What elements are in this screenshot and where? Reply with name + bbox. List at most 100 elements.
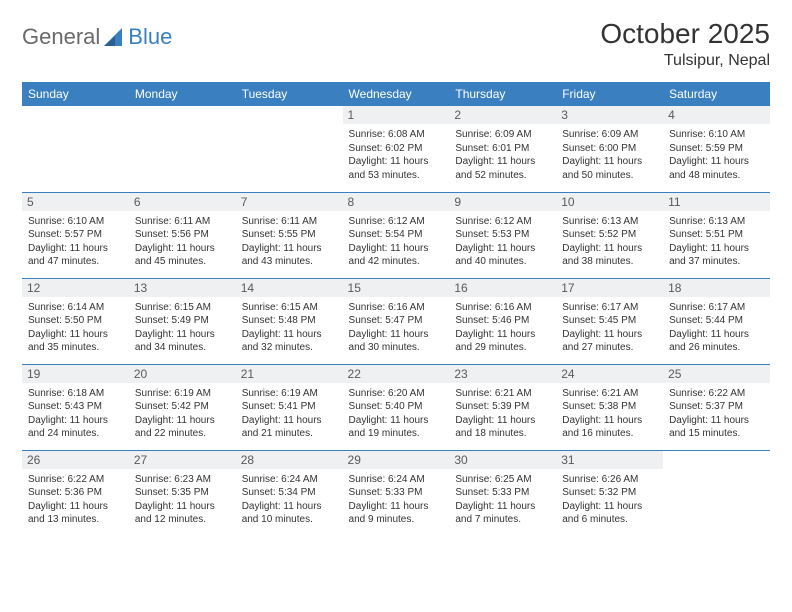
day-number: 5 bbox=[22, 193, 129, 211]
daylight-line: Daylight: 11 hours and 42 minutes. bbox=[349, 242, 444, 269]
weekday-header: Friday bbox=[556, 82, 663, 106]
sunrise-line: Sunrise: 6:14 AM bbox=[28, 301, 123, 315]
daylight-line: Daylight: 11 hours and 19 minutes. bbox=[349, 414, 444, 441]
sunrise-line: Sunrise: 6:21 AM bbox=[562, 387, 657, 401]
calendar-day-cell: 21Sunrise: 6:19 AMSunset: 5:41 PMDayligh… bbox=[236, 364, 343, 450]
sunset-line: Sunset: 5:44 PM bbox=[669, 314, 764, 328]
day-number: 24 bbox=[556, 365, 663, 383]
sunrise-line: Sunrise: 6:13 AM bbox=[669, 215, 764, 229]
page-header: General Blue October 2025 Tulsipur, Nepa… bbox=[22, 18, 770, 70]
sunrise-line: Sunrise: 6:16 AM bbox=[349, 301, 444, 315]
day-number: 26 bbox=[22, 451, 129, 469]
sunrise-line: Sunrise: 6:15 AM bbox=[135, 301, 230, 315]
day-number: 23 bbox=[449, 365, 556, 383]
weekday-header: Sunday bbox=[22, 82, 129, 106]
day-number: 15 bbox=[343, 279, 450, 297]
sunset-line: Sunset: 5:32 PM bbox=[562, 486, 657, 500]
day-number: 13 bbox=[129, 279, 236, 297]
sunrise-line: Sunrise: 6:12 AM bbox=[455, 215, 550, 229]
sunrise-line: Sunrise: 6:11 AM bbox=[242, 215, 337, 229]
calendar-day-cell: 2Sunrise: 6:09 AMSunset: 6:01 PMDaylight… bbox=[449, 106, 556, 192]
sunset-line: Sunset: 5:49 PM bbox=[135, 314, 230, 328]
daylight-line: Daylight: 11 hours and 7 minutes. bbox=[455, 500, 550, 527]
sunset-line: Sunset: 5:35 PM bbox=[135, 486, 230, 500]
day-number: 21 bbox=[236, 365, 343, 383]
daylight-line: Daylight: 11 hours and 32 minutes. bbox=[242, 328, 337, 355]
sunrise-line: Sunrise: 6:19 AM bbox=[242, 387, 337, 401]
daylight-line: Daylight: 11 hours and 38 minutes. bbox=[562, 242, 657, 269]
calendar-week-row: 1Sunrise: 6:08 AMSunset: 6:02 PMDaylight… bbox=[22, 106, 770, 192]
sunrise-line: Sunrise: 6:12 AM bbox=[349, 215, 444, 229]
daylight-line: Daylight: 11 hours and 40 minutes. bbox=[455, 242, 550, 269]
sunset-line: Sunset: 5:57 PM bbox=[28, 228, 123, 242]
sunrise-line: Sunrise: 6:24 AM bbox=[242, 473, 337, 487]
daylight-line: Daylight: 11 hours and 21 minutes. bbox=[242, 414, 337, 441]
calendar-day-cell: 1Sunrise: 6:08 AMSunset: 6:02 PMDaylight… bbox=[343, 106, 450, 192]
brand-text-blue: Blue bbox=[128, 24, 172, 50]
calendar-day-cell: 28Sunrise: 6:24 AMSunset: 5:34 PMDayligh… bbox=[236, 450, 343, 536]
day-number: 1 bbox=[343, 106, 450, 124]
daylight-line: Daylight: 11 hours and 48 minutes. bbox=[669, 155, 764, 182]
daylight-line: Daylight: 11 hours and 52 minutes. bbox=[455, 155, 550, 182]
calendar-day-cell: 7Sunrise: 6:11 AMSunset: 5:55 PMDaylight… bbox=[236, 192, 343, 278]
brand-logo: General Blue bbox=[22, 18, 172, 50]
calendar-day-cell: 22Sunrise: 6:20 AMSunset: 5:40 PMDayligh… bbox=[343, 364, 450, 450]
daylight-line: Daylight: 11 hours and 37 minutes. bbox=[669, 242, 764, 269]
sunrise-line: Sunrise: 6:23 AM bbox=[135, 473, 230, 487]
day-number: 9 bbox=[449, 193, 556, 211]
day-number: 20 bbox=[129, 365, 236, 383]
day-number: 11 bbox=[663, 193, 770, 211]
sunrise-line: Sunrise: 6:16 AM bbox=[455, 301, 550, 315]
month-year-title: October 2025 bbox=[600, 18, 770, 50]
calendar-day-cell: 9Sunrise: 6:12 AMSunset: 5:53 PMDaylight… bbox=[449, 192, 556, 278]
daylight-line: Daylight: 11 hours and 18 minutes. bbox=[455, 414, 550, 441]
sunrise-line: Sunrise: 6:10 AM bbox=[28, 215, 123, 229]
sunrise-line: Sunrise: 6:20 AM bbox=[349, 387, 444, 401]
calendar-day-cell: 4Sunrise: 6:10 AMSunset: 5:59 PMDaylight… bbox=[663, 106, 770, 192]
calendar-day-cell bbox=[663, 450, 770, 536]
sunset-line: Sunset: 5:38 PM bbox=[562, 400, 657, 414]
calendar-page: General Blue October 2025 Tulsipur, Nepa… bbox=[0, 0, 792, 554]
sunrise-line: Sunrise: 6:19 AM bbox=[135, 387, 230, 401]
daylight-line: Daylight: 11 hours and 13 minutes. bbox=[28, 500, 123, 527]
day-number: 12 bbox=[22, 279, 129, 297]
calendar-day-cell bbox=[236, 106, 343, 192]
calendar-week-row: 12 Sunrise: 6:14 AMSunset: 5:50 PM Dayligh… bbox=[22, 278, 770, 364]
day-number: 27 bbox=[129, 451, 236, 469]
sunrise-line: Sunrise: 6:25 AM bbox=[455, 473, 550, 487]
calendar-day-cell: 20Sunrise: 6:19 AMSunset: 5:42 PMDayligh… bbox=[129, 364, 236, 450]
calendar-day-cell: 30Sunrise: 6:25 AMSunset: 5:33 PMDayligh… bbox=[449, 450, 556, 536]
calendar-week-row: 19Sunrise: 6:18 AMSunset: 5:43 PMDayligh… bbox=[22, 364, 770, 450]
sunset-line: Sunset: 5:40 PM bbox=[349, 400, 444, 414]
sunset-line: Sunset: 5:54 PM bbox=[349, 228, 444, 242]
weekday-header: Thursday bbox=[449, 82, 556, 106]
calendar-day-cell: 5Sunrise: 6:10 AMSunset: 5:57 PMDaylight… bbox=[22, 192, 129, 278]
daylight-line: Daylight: 11 hours and 30 minutes. bbox=[349, 328, 444, 355]
day-number: 6 bbox=[129, 193, 236, 211]
sunset-line: Sunset: 5:47 PM bbox=[349, 314, 444, 328]
day-number: 18 bbox=[663, 279, 770, 297]
sunset-line: Sunset: 6:00 PM bbox=[562, 142, 657, 156]
calendar-day-cell: 13Sunrise: 6:15 AMSunset: 5:49 PMDayligh… bbox=[129, 278, 236, 364]
calendar-table: Sunday Monday Tuesday Wednesday Thursday… bbox=[22, 82, 770, 536]
daylight-line: Daylight: 11 hours and 53 minutes. bbox=[349, 155, 444, 182]
sunrise-line: Sunrise: 6:26 AM bbox=[562, 473, 657, 487]
day-number: 2 bbox=[449, 106, 556, 124]
daylight-line: Daylight: 11 hours and 15 minutes. bbox=[669, 414, 764, 441]
daylight-line: Daylight: 11 hours and 22 minutes. bbox=[135, 414, 230, 441]
daylight-line: Daylight: 11 hours and 9 minutes. bbox=[349, 500, 444, 527]
calendar-day-cell: 15 Sunrise: 6:16 AMSunset: 5:47 PMDayligh… bbox=[343, 278, 450, 364]
sunset-line: Sunset: 5:46 PM bbox=[455, 314, 550, 328]
daylight-line: Daylight: 11 hours and 43 minutes. bbox=[242, 242, 337, 269]
weekday-header: Saturday bbox=[663, 82, 770, 106]
calendar-day-cell: 24Sunrise: 6:21 AMSunset: 5:38 PMDayligh… bbox=[556, 364, 663, 450]
sunset-line: Sunset: 5:50 PM bbox=[28, 314, 123, 328]
sunset-line: Sunset: 5:37 PM bbox=[669, 400, 764, 414]
sunrise-line: Sunrise: 6:21 AM bbox=[455, 387, 550, 401]
calendar-week-row: 26Sunrise: 6:22 AMSunset: 5:36 PMDayligh… bbox=[22, 450, 770, 536]
sunrise-line: Sunrise: 6:17 AM bbox=[562, 301, 657, 315]
calendar-day-cell: 18Sunrise: 6:17 AMSunset: 5:44 PMDayligh… bbox=[663, 278, 770, 364]
calendar-day-cell: 3Sunrise: 6:09 AMSunset: 6:00 PMDaylight… bbox=[556, 106, 663, 192]
calendar-day-cell: 8Sunrise: 6:12 AMSunset: 5:54 PMDaylight… bbox=[343, 192, 450, 278]
day-number: 10 bbox=[556, 193, 663, 211]
